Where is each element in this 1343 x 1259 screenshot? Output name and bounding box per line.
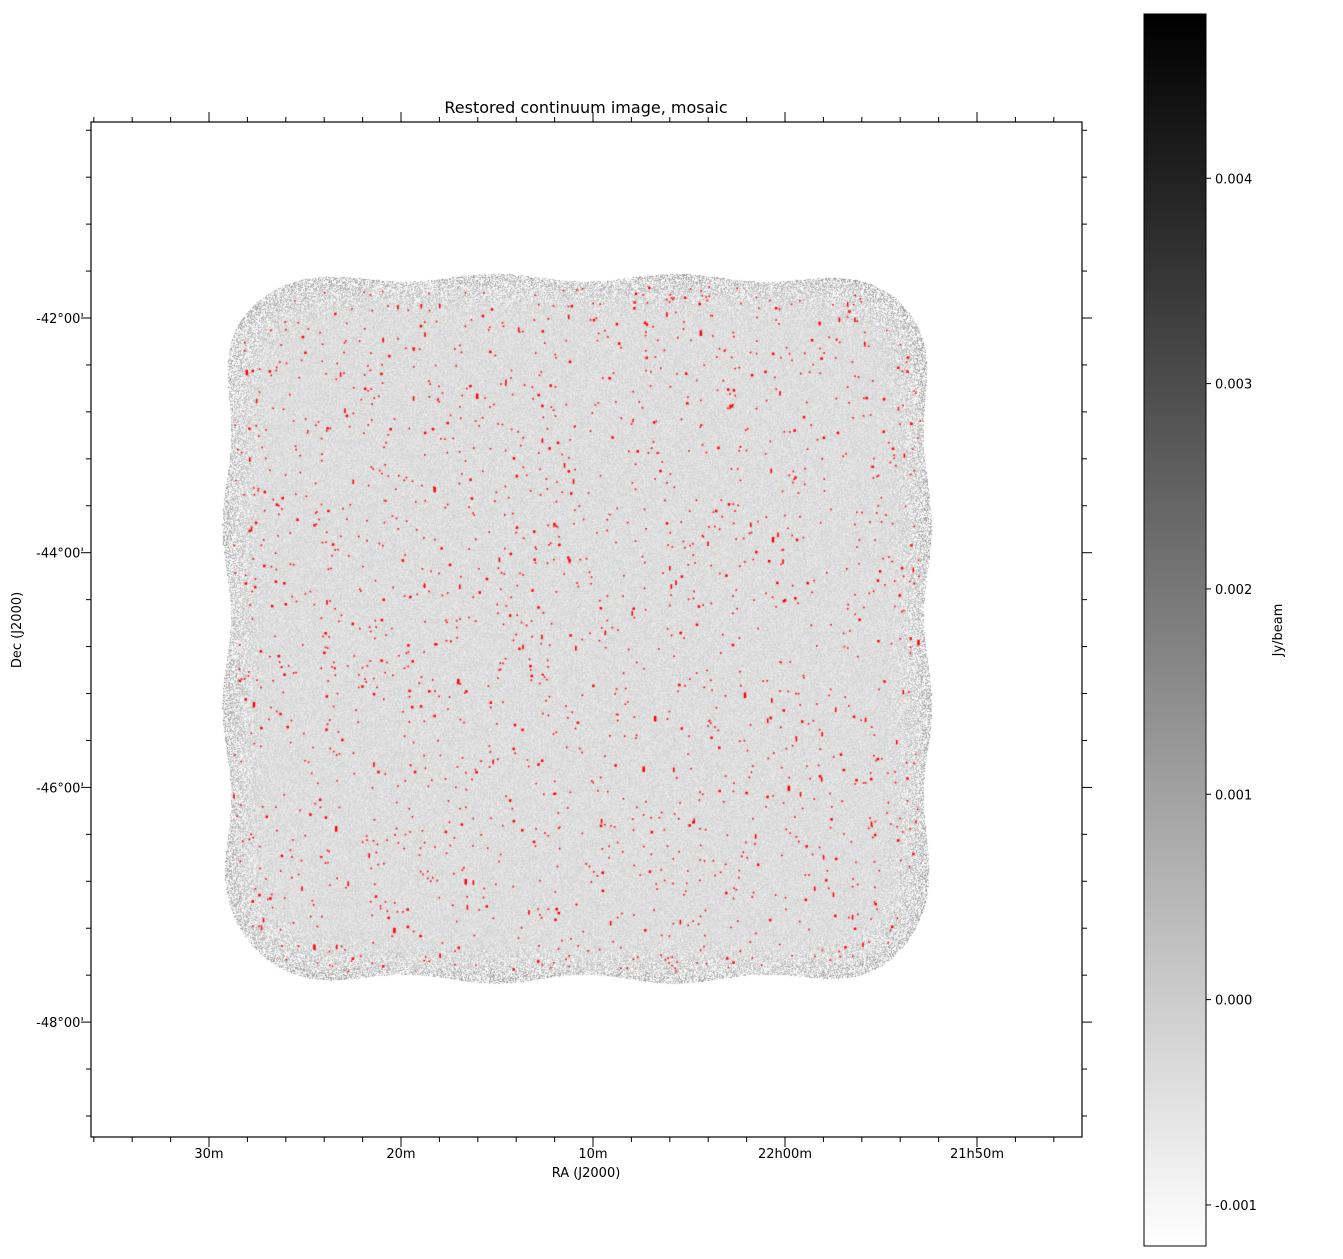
colorbar <box>1143 13 1207 1247</box>
x-tick-label: 10m <box>578 1147 607 1162</box>
x-tick-label: 20m <box>386 1147 415 1162</box>
plot-frame <box>90 121 1083 1138</box>
y-tick-label: -48°00' <box>36 1016 84 1031</box>
x-tick-label: 22h00m <box>758 1147 812 1162</box>
colorbar-tick-label: 0.003 <box>1215 378 1252 393</box>
colorbar-tick-label: 0.001 <box>1215 788 1252 803</box>
y-axis-label: Dec (J2000) <box>10 592 25 668</box>
colorbar-label: Jy/beam <box>1271 604 1286 658</box>
y-tick-label: -44°00' <box>36 547 84 562</box>
colorbar-tick-label: 0.004 <box>1215 172 1252 187</box>
chart-title: Restored continuum image, mosaic <box>444 98 727 117</box>
y-tick-label: -46°00' <box>36 781 84 796</box>
y-tick-label: -42°00' <box>36 312 84 327</box>
colorbar-tick-label: 0.002 <box>1215 583 1252 598</box>
colorbar-tick-label: -0.001 <box>1215 1199 1257 1214</box>
colorbar-tick-label: 0.000 <box>1215 994 1252 1009</box>
x-tick-label: 30m <box>194 1147 223 1162</box>
x-tick-label: 21h50m <box>950 1147 1004 1162</box>
x-axis-label: RA (J2000) <box>552 1166 621 1181</box>
mosaic-image <box>91 122 1082 1137</box>
